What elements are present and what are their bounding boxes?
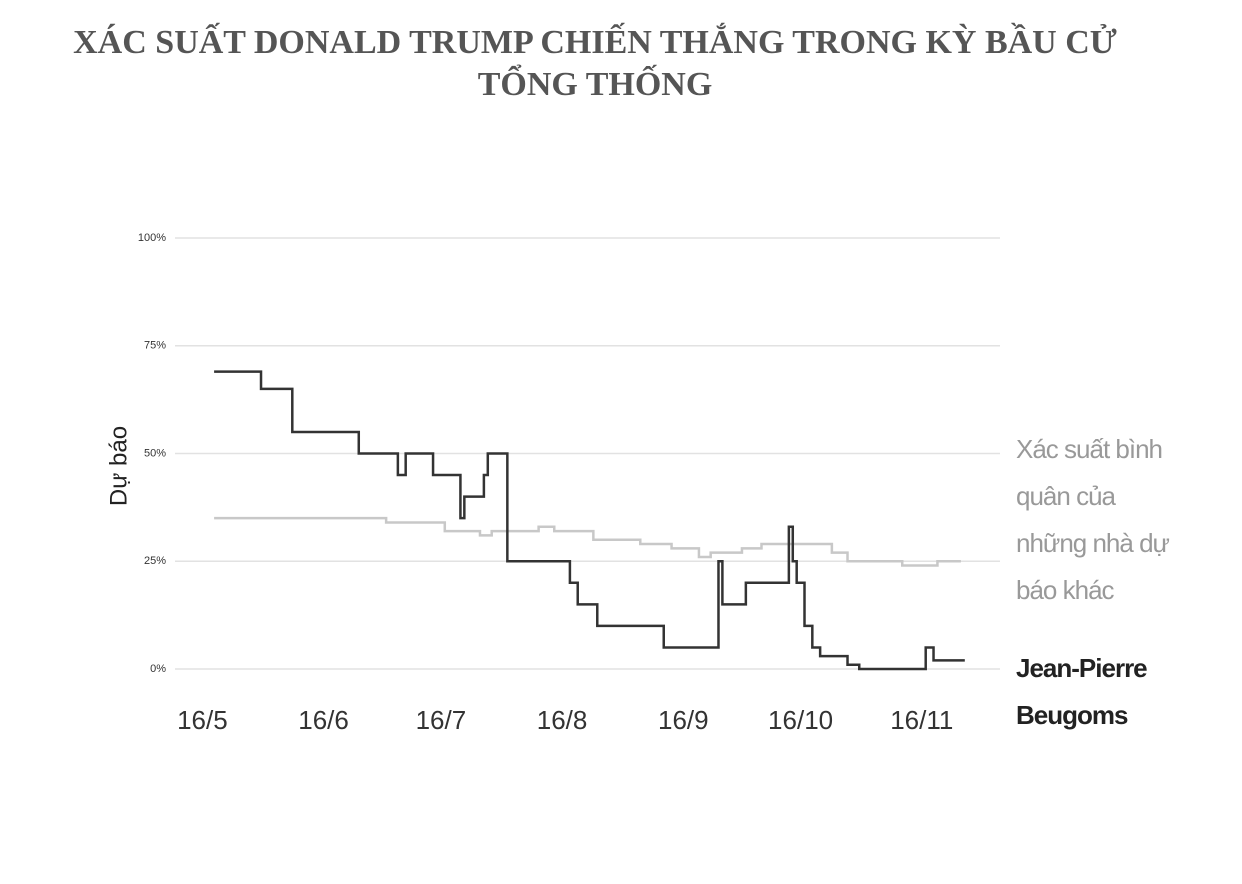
- chart-title: XÁC SUẤT DONALD TRUMP CHIẾN THẮNG TRONG …: [73, 24, 1117, 103]
- x-tick-label: 16/5: [177, 705, 228, 735]
- legend-label: Jean-Pierre Beugoms: [1016, 653, 1148, 730]
- y-tick-label: 75%: [144, 340, 166, 352]
- line: [214, 516, 961, 567]
- y-tick-label: 0%: [150, 663, 166, 675]
- x-tick-label: 16/7: [416, 705, 467, 735]
- y-tick-label: 25%: [144, 555, 166, 567]
- line: [214, 370, 965, 671]
- x-tick-label: 16/8: [537, 705, 588, 735]
- y-axis-label: Dự báo: [105, 426, 132, 506]
- x-tick-label: 16/11: [890, 705, 953, 735]
- legend-label: Xác suất bình quân của những nhà dự báo …: [1016, 434, 1170, 605]
- y-tick-label: 50%: [144, 447, 166, 459]
- x-tick-label: 16/10: [768, 705, 833, 735]
- x-tick-label: 16/9: [658, 705, 709, 735]
- x-tick-label: 16/6: [298, 705, 349, 735]
- y-tick-label: 100%: [138, 232, 166, 244]
